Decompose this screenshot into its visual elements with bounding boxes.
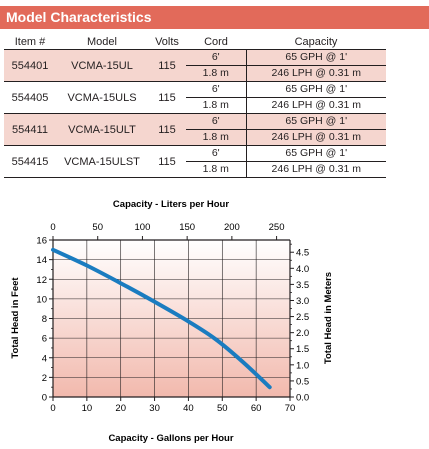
x2-tick-label: 150 [179, 222, 195, 233]
cord-ft-cell: 6' [186, 145, 246, 162]
cord-ft-cell: 6' [186, 81, 246, 98]
capacity-gph-cell: 65 GPH @ 1' [245, 49, 386, 66]
tick-marks [49, 236, 294, 401]
table-row: 554401 VCMA-15UL 115 6' 65 GPH @ 1' [4, 49, 386, 82]
table-row-sub: 1.8 m 246 LPH @ 0.31 m [4, 161, 386, 178]
x2-tick-label: 0 [50, 222, 55, 233]
y-tick-label: 4 [42, 353, 47, 364]
cord-m-cell: 1.8 m [186, 161, 246, 178]
volts-cell: 115 [148, 113, 186, 146]
x2-axis-title: Capacity - Liters per Hour [113, 199, 229, 210]
y-tick-label: 10 [36, 294, 47, 305]
cord-m-cell: 1.8 m [186, 97, 246, 114]
section-title: Model Characteristics [0, 6, 429, 29]
y2-tick-label: 2.0 [296, 328, 309, 339]
specs-table: Item # Model Volts Cord Capacity 554401 … [4, 34, 386, 178]
cord-ft-cell: 6' [186, 49, 246, 66]
model-cell: VCMA-15ULST [56, 145, 148, 178]
table-row-sub: 1.8 m 246 LPH @ 0.31 m [4, 65, 386, 82]
item-cell: 554411 [4, 113, 56, 146]
y2-tick-label: 3.5 [296, 280, 309, 291]
volts-cell: 115 [148, 81, 186, 114]
x-tick-label: 50 [217, 403, 228, 414]
tick-labels: 0 10 20 30 40 50 60 70 0 50 100 150 200 250 0 2 4 6 8 10 12 1… [36, 222, 309, 414]
table-row-sub: 1.8 m 246 LPH @ 0.31 m [4, 97, 386, 114]
capacity-gph-cell: 65 GPH @ 1' [245, 81, 386, 98]
capacity-lph-cell: 246 LPH @ 0.31 m [245, 129, 386, 146]
x2-tick-label: 200 [224, 222, 240, 233]
item-cell: 554401 [4, 49, 56, 82]
x2-tick-label: 250 [269, 222, 285, 233]
column-header-model: Model [56, 34, 148, 50]
cord-m-cell: 1.8 m [186, 129, 246, 146]
capacity-lph-cell: 246 LPH @ 0.31 m [245, 161, 386, 178]
y-tick-label: 0 [42, 393, 47, 404]
x-tick-label: 10 [82, 403, 93, 414]
y-tick-label: 2 [42, 373, 47, 384]
y-tick-label: 6 [42, 334, 47, 345]
pump-curve-chart: 0 10 20 30 40 50 60 70 0 50 100 150 200 250 0 2 4 6 8 10 12 1… [10, 199, 334, 444]
y2-tick-label: 4.5 [296, 248, 309, 259]
column-header-volts: Volts [148, 34, 186, 50]
cord-ft-cell: 6' [186, 113, 246, 130]
y2-tick-label: 0.5 [296, 376, 309, 387]
y2-tick-label: 0.0 [296, 393, 309, 404]
y2-tick-label: 2.5 [296, 312, 309, 323]
model-cell: VCMA-15ULT [56, 113, 148, 146]
capacity-gph-cell: 65 GPH @ 1' [245, 145, 386, 162]
item-cell: 554405 [4, 81, 56, 114]
x-axis-title: Capacity - Gallons per Hour [108, 433, 233, 444]
table-row: 554411 VCMA-15ULT 115 6' 65 GPH @ 1' [4, 113, 386, 146]
volts-cell: 115 [148, 145, 186, 178]
column-header-item: Item # [4, 34, 56, 50]
x-tick-label: 30 [149, 403, 160, 414]
volts-cell: 115 [148, 49, 186, 82]
x-tick-label: 40 [183, 403, 194, 414]
capacity-lph-cell: 246 LPH @ 0.31 m [245, 97, 386, 114]
table-row: 554405 VCMA-15ULS 115 6' 65 GPH @ 1' [4, 81, 386, 114]
y-tick-label: 8 [42, 314, 47, 325]
table-header-row: Item # Model Volts Cord Capacity [4, 34, 386, 50]
y2-tick-label: 4.0 [296, 264, 309, 275]
item-cell: 554415 [4, 145, 56, 178]
capacity-lph-cell: 246 LPH @ 0.31 m [245, 65, 386, 82]
x2-tick-label: 100 [135, 222, 151, 233]
series-line [51, 247, 272, 390]
capacity-gph-cell: 65 GPH @ 1' [245, 113, 386, 130]
y2-tick-label: 3.0 [296, 296, 309, 307]
y-tick-label: 14 [36, 255, 47, 266]
x-tick-label: 60 [251, 403, 262, 414]
cord-m-cell: 1.8 m [186, 65, 246, 82]
y-axis-title: Total Head in Feet [10, 277, 21, 359]
y-tick-label: 12 [36, 275, 47, 286]
axes [52, 239, 291, 398]
model-cell: VCMA-15UL [56, 49, 148, 82]
x-tick-label: 0 [50, 403, 55, 414]
model-cell: VCMA-15ULS [56, 81, 148, 114]
y2-tick-label: 1.5 [296, 344, 309, 355]
column-header-capacity: Capacity [246, 34, 386, 50]
x2-tick-label: 50 [92, 222, 103, 233]
x-tick-label: 70 [285, 403, 296, 414]
column-header-cord: Cord [186, 34, 246, 50]
table-row-sub: 1.8 m 246 LPH @ 0.31 m [4, 129, 386, 146]
x-tick-label: 20 [115, 403, 126, 414]
y2-axis-title: Total Head in Meters [323, 272, 334, 364]
y-tick-label: 16 [36, 236, 47, 247]
table-row: 554415 VCMA-15ULST 115 6' 65 GPH @ 1' [4, 145, 386, 178]
y2-tick-label: 1.0 [296, 360, 309, 371]
